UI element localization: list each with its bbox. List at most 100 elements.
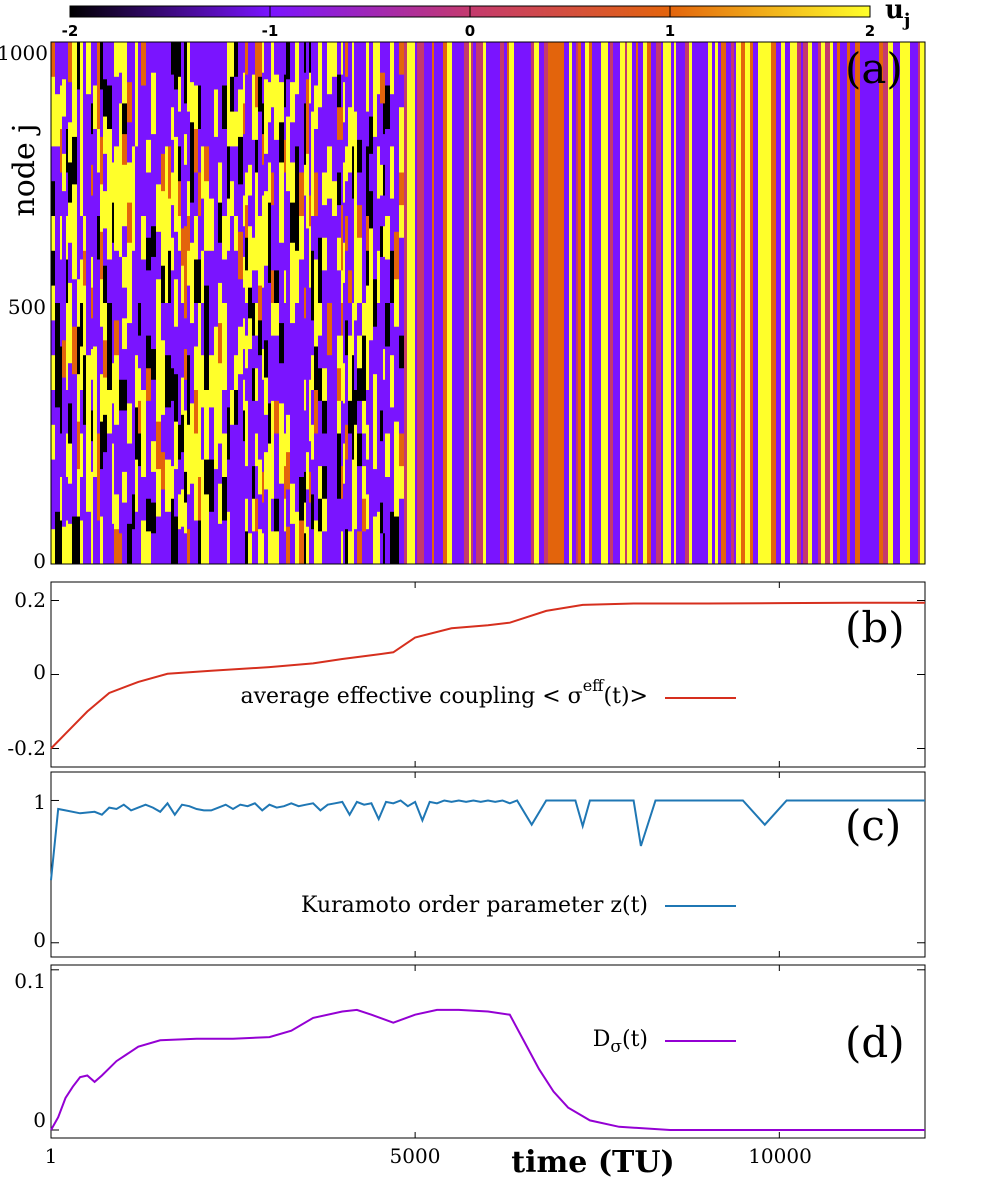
heatmap-cell (309, 226, 311, 258)
heatmap-cell (209, 146, 214, 200)
heatmap-cell (218, 523, 222, 564)
heatmap-cell (141, 477, 146, 521)
heatmap-cell (112, 42, 114, 83)
heatmap-cell (114, 529, 119, 564)
heatmap-cell (327, 303, 332, 356)
heatmap-cell (238, 279, 243, 328)
heatmap-cell (161, 191, 165, 229)
heatmap-cell (83, 146, 86, 182)
heatmap-cell (135, 459, 138, 513)
heatmap-stripe (663, 42, 665, 564)
heatmap-cell (399, 107, 404, 141)
heatmap-cell (245, 303, 248, 337)
heatmap-cell (72, 469, 77, 518)
heatmap-cell (286, 452, 290, 490)
heatmap-cell (366, 390, 369, 426)
heatmap-cell (80, 259, 83, 304)
heatmap-cell (107, 477, 112, 521)
heatmap-cell (286, 377, 290, 416)
heatmap-cell (286, 116, 290, 155)
heatmap-cell (322, 466, 327, 500)
heatmap-cell (304, 502, 306, 534)
heatmap-cell (306, 116, 309, 155)
heatmap-cell (362, 42, 366, 76)
heatmap-cell (252, 498, 255, 532)
heatmap-cell (178, 111, 181, 147)
heatmap-cell (178, 285, 181, 321)
heatmap-cell (66, 259, 68, 304)
heatmap-cell (271, 74, 274, 108)
heatmap-cell (119, 226, 122, 258)
heatmap-cell (83, 250, 86, 287)
heatmap-cell (380, 318, 383, 350)
heatmap-cell (245, 498, 248, 532)
heatmap-stripe (696, 42, 698, 564)
heatmap-cell (68, 82, 72, 123)
heatmap-cell (383, 410, 385, 442)
heatmap-cell (284, 531, 286, 564)
heatmap-cell (234, 424, 238, 461)
heatmap-cell (68, 443, 72, 485)
heatmap-cell (383, 502, 385, 534)
heatmap-stripe (556, 42, 559, 564)
heatmap-cell (190, 523, 194, 564)
heatmap-cell (119, 502, 122, 534)
heatmap-cell (80, 172, 83, 217)
heatmap-cell (274, 400, 279, 434)
heatmap-cell (168, 303, 171, 356)
panel-d-legend-text: Dσ(t) (593, 1027, 648, 1057)
panel-a-ytick-1000: 1000 (0, 41, 48, 65)
heatmap-cell (222, 259, 227, 304)
heatmap-cell (248, 42, 252, 74)
heatmap-cell (165, 303, 168, 356)
heatmap-cell (332, 146, 337, 182)
heatmap-cell (100, 326, 103, 375)
heatmap-stripe (632, 42, 636, 564)
heatmap-cell (146, 466, 151, 500)
heatmap-cell (332, 285, 337, 321)
heatmap-cell (119, 410, 122, 442)
heatmap-stripe (528, 42, 531, 564)
heatmap-cell (230, 181, 234, 217)
heatmap-cell (194, 259, 198, 304)
heatmap-cell (362, 531, 366, 564)
heatmap-cell (369, 265, 373, 304)
heatmap-cell (168, 250, 171, 304)
heatmap-cell (304, 318, 306, 350)
heatmap-cell (385, 216, 390, 260)
heatmap-cell (348, 335, 352, 369)
heatmap-cell (51, 355, 55, 391)
heatmap-cell (83, 111, 86, 147)
heatmap-cell (234, 285, 238, 321)
heatmap-cell (83, 76, 86, 113)
heatmap-cell (262, 72, 264, 104)
panel-d-label: (d) (845, 1018, 905, 1067)
heatmap-cell (332, 355, 337, 391)
heatmap-cell (80, 477, 83, 521)
heatmap-cell (114, 216, 119, 252)
heatmap-cell (174, 231, 178, 280)
heatmap-cell (309, 533, 311, 564)
heatmap-cell (187, 529, 190, 564)
heatmap-cell (373, 279, 377, 328)
heatmap-cell (141, 216, 146, 260)
heatmap-cell (343, 282, 345, 324)
heatmap-cell (114, 111, 119, 147)
heatmap-stripe (741, 42, 745, 564)
heatmap-cell (362, 205, 366, 239)
heatmap-cell (341, 466, 343, 500)
heatmap-stripe (656, 42, 661, 564)
panel-c-ytick-one: 1 (33, 790, 46, 814)
heatmap-cell (290, 122, 295, 163)
heatmap-cell (309, 42, 311, 74)
heatmap-cell (171, 139, 174, 173)
heatmap-cell (271, 303, 274, 337)
heatmap-cell (135, 303, 138, 356)
heatmap-cell (119, 349, 122, 381)
heatmap-cell (348, 433, 352, 467)
heatmap-cell (245, 335, 248, 369)
heatmap-cell (309, 318, 311, 350)
heatmap-cell (230, 42, 234, 78)
heatmap-stripe (564, 42, 566, 564)
heatmap-stripe (544, 42, 548, 564)
